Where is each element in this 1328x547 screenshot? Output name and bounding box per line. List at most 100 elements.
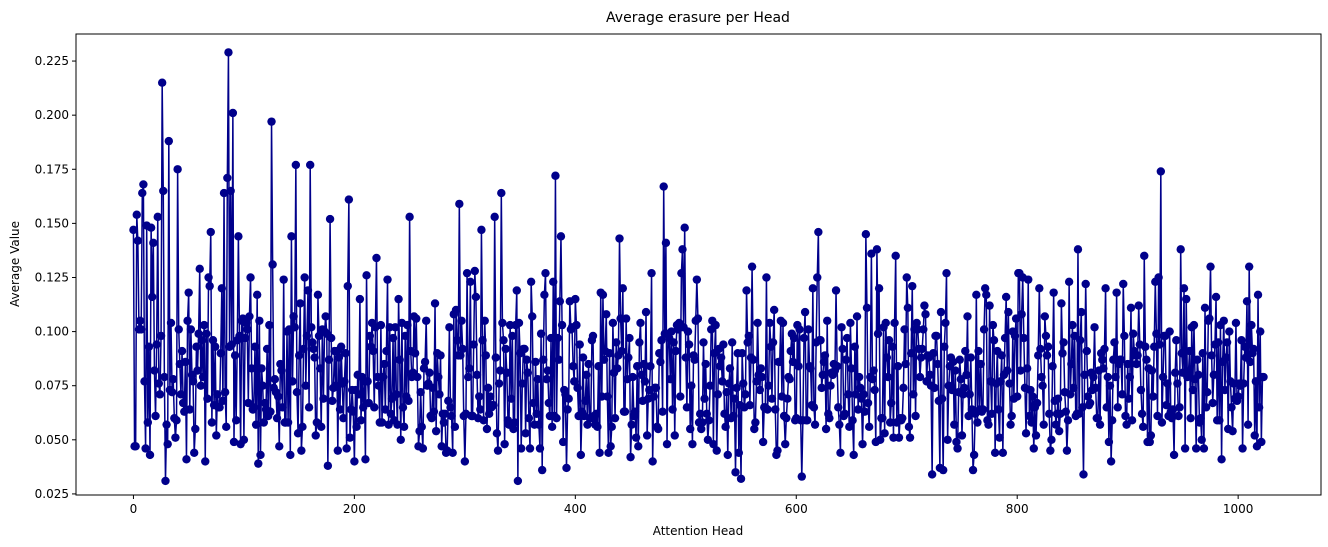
data-point [709, 439, 718, 449]
data-point [989, 336, 999, 345]
data-point [345, 433, 355, 442]
data-point [513, 476, 523, 486]
data-point [995, 433, 1004, 442]
data-point [197, 336, 207, 345]
data-point [588, 331, 598, 341]
data-point [667, 327, 676, 336]
data-point [842, 333, 852, 343]
data-point [797, 472, 806, 481]
data-point [1146, 431, 1156, 440]
data-point [1193, 355, 1202, 364]
data-point [1112, 288, 1121, 297]
data-point [276, 359, 285, 369]
data-point [832, 362, 842, 371]
data-point [1140, 251, 1149, 261]
data-point [964, 411, 973, 421]
data-point [690, 355, 699, 364]
data-point [676, 392, 685, 401]
data-point [921, 310, 930, 319]
data-point [472, 370, 482, 380]
data-point [1019, 333, 1029, 343]
data-point [649, 392, 658, 401]
data-point [356, 416, 366, 425]
data-point [598, 290, 608, 299]
data-point [383, 275, 392, 284]
data-point [612, 338, 621, 347]
data-point [1220, 385, 1230, 395]
data-point [157, 78, 167, 87]
data-point [1129, 329, 1138, 338]
data-point [418, 444, 428, 453]
data-point [1091, 383, 1100, 393]
data-point [177, 346, 187, 356]
data-point [887, 398, 896, 408]
data-point [440, 409, 450, 419]
data-point [1211, 292, 1221, 302]
data-point [352, 422, 361, 432]
data-point [953, 444, 962, 453]
data-point [296, 299, 305, 308]
data-point [848, 416, 857, 425]
data-point [687, 381, 696, 390]
data-point [803, 416, 812, 425]
data-point [604, 448, 613, 457]
data-point [1179, 284, 1189, 293]
data-point [1051, 420, 1061, 429]
data-point [300, 273, 309, 282]
data-point [457, 316, 466, 325]
data-point [762, 273, 771, 282]
data-point [576, 450, 586, 460]
data-point [396, 435, 405, 445]
data-point [994, 405, 1003, 414]
data-point [671, 346, 681, 356]
data-point [767, 394, 777, 403]
data-point [659, 182, 668, 191]
data-point [224, 48, 233, 57]
data-point [465, 364, 474, 373]
data-point [1082, 346, 1092, 356]
data-point [899, 383, 908, 393]
data-point [849, 450, 858, 460]
data-point [642, 431, 652, 440]
x-tick-label: 600 [785, 502, 808, 516]
data-point [912, 318, 921, 328]
data-point [756, 364, 766, 373]
data-point [741, 390, 750, 399]
data-point [862, 303, 872, 312]
data-point [859, 390, 868, 399]
data-point [918, 344, 927, 354]
data-point [186, 325, 196, 334]
data-point [336, 342, 346, 351]
data-point [764, 381, 773, 390]
data-point [182, 455, 191, 464]
data-point [1177, 349, 1187, 358]
data-point [861, 230, 871, 239]
data-point [475, 392, 484, 401]
data-point [260, 398, 270, 408]
data-point [1125, 372, 1135, 382]
data-point [138, 188, 147, 198]
data-point [399, 422, 409, 432]
data-point [1198, 349, 1208, 358]
data-point [171, 433, 180, 442]
data-point [1041, 331, 1051, 341]
data-point [463, 372, 473, 382]
data-point [420, 357, 430, 367]
data-point [431, 426, 441, 436]
data-point [885, 418, 895, 427]
data-point [925, 370, 935, 380]
data-point [1256, 327, 1265, 336]
data-point [140, 377, 149, 386]
data-point [315, 364, 325, 373]
data-point [1110, 338, 1119, 347]
data-point [204, 273, 213, 282]
data-point [534, 420, 544, 429]
data-point [222, 422, 231, 432]
x-tick-label: 400 [564, 502, 587, 516]
data-point [556, 232, 566, 241]
data-point [906, 349, 916, 358]
data-point [334, 353, 344, 362]
data-point [1053, 394, 1063, 403]
data-point [435, 390, 444, 399]
